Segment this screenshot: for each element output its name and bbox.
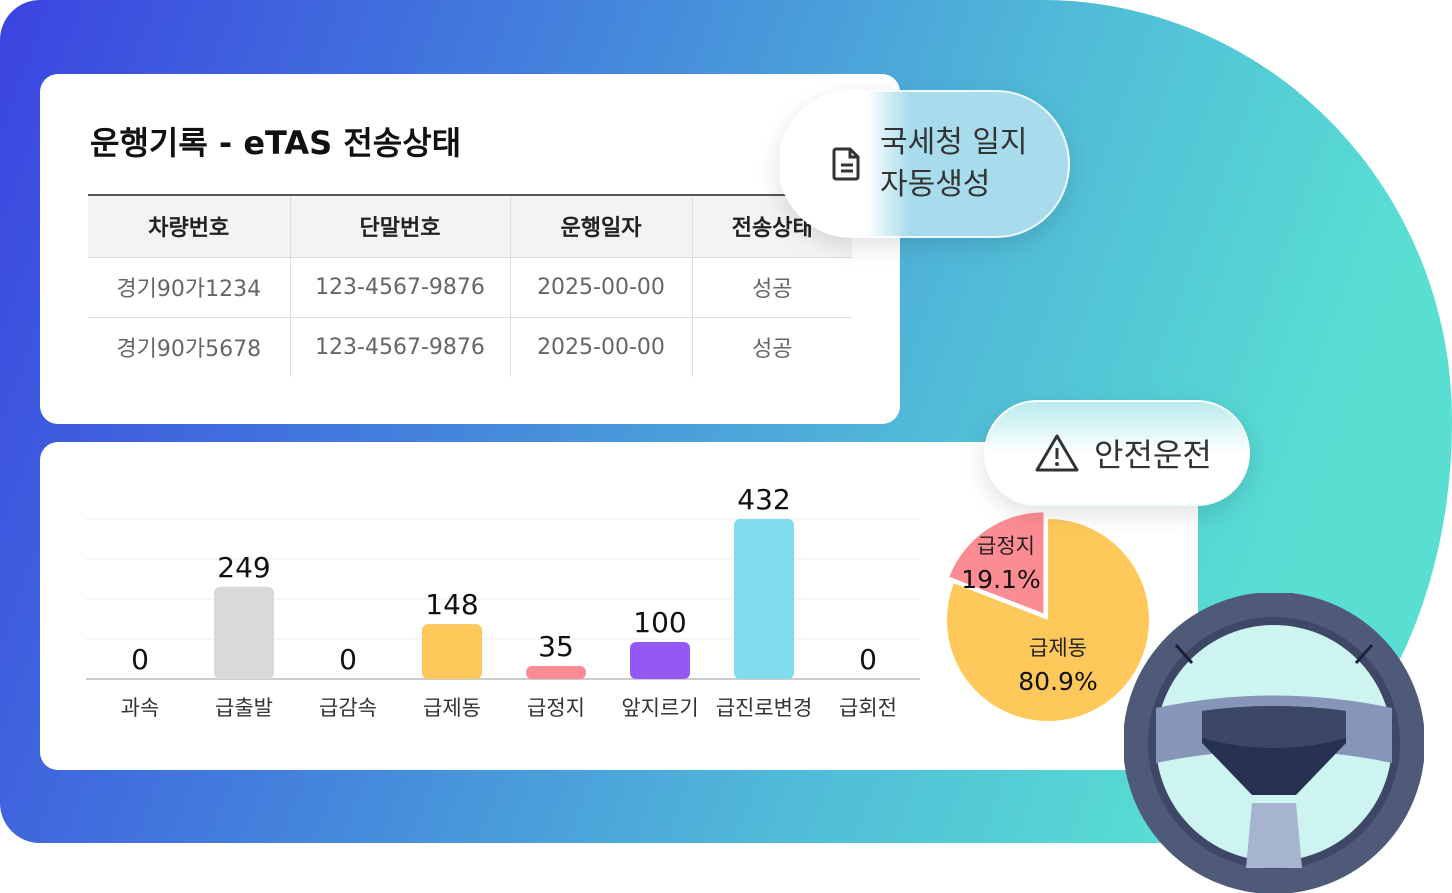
table-row[interactable]: 경기90가5678 123-4567-9876 2025-00-00 성공	[88, 317, 852, 377]
pie-value: 80.9%	[1018, 667, 1097, 696]
charts: 0 과속 249 급출발 0 급감속 148 급제동 35 급정지 100 앞지르기 432 급진로변경 0…	[86, 483, 1150, 721]
bar	[214, 586, 274, 679]
document-icon	[832, 147, 860, 181]
category-label: 과속	[121, 696, 160, 720]
warning-icon	[1035, 434, 1079, 472]
category-label: 급감속	[319, 696, 377, 720]
category-label: 앞지르기	[621, 696, 698, 720]
data-label: 0	[339, 643, 357, 676]
col-header: 운행일자	[510, 195, 693, 258]
category-label: 급제동	[423, 696, 481, 720]
col-header: 단말번호	[290, 195, 511, 258]
bar	[630, 641, 690, 679]
data-label: 148	[425, 588, 478, 621]
steering-wheel-icon	[1124, 593, 1424, 893]
bar	[526, 666, 586, 679]
category-label: 급정지	[527, 696, 585, 720]
badge-label: 안전운전	[1094, 436, 1212, 474]
status-cell: 성공	[752, 337, 793, 363]
category-label: 급진로변경	[716, 696, 813, 720]
status-cell: 성공	[692, 257, 852, 318]
pie-label: 급정지	[977, 534, 1035, 558]
cell: 123-4567-9876	[290, 257, 511, 318]
pie-slice	[947, 519, 1150, 721]
badge-line1: 국세청 일지	[880, 125, 1028, 160]
record-card: 운행기록 - eTAS 전송상태 차량번호 단말번호 운행일자 전송상태 경기9…	[40, 74, 900, 424]
data-label: 35	[538, 630, 574, 663]
record-title: 운행기록 - eTAS 전송상태	[90, 124, 462, 162]
data-label: 249	[217, 551, 270, 584]
bar	[734, 519, 794, 679]
pie-slice	[949, 512, 1044, 614]
data-label: 0	[859, 643, 877, 676]
cell: 123-4567-9876	[290, 317, 511, 377]
cell: 경기90가5678	[88, 317, 291, 377]
data-label: 432	[737, 483, 790, 516]
data-label: 0	[131, 643, 149, 676]
bar	[422, 624, 482, 679]
pie-label: 급제동	[1029, 636, 1087, 660]
pie-value: 19.1%	[961, 565, 1040, 594]
col-header: 차량번호	[88, 195, 291, 258]
category-label: 급회전	[839, 696, 897, 720]
category-label: 급출발	[215, 696, 273, 720]
badge-line2: 자동생성	[880, 167, 991, 202]
safe-driving-badge: 안전운전	[984, 400, 1250, 506]
data-label: 100	[633, 606, 686, 639]
table-row[interactable]: 경기90가1234 123-4567-9876 2025-00-00 성공	[88, 257, 852, 318]
cell: 2025-00-00	[510, 317, 693, 377]
cell: 경기90가1234	[88, 257, 291, 318]
cell: 2025-00-00	[510, 257, 693, 318]
record-table: 차량번호 단말번호 운행일자 전송상태 경기90가1234 123-4567-9…	[88, 194, 852, 377]
